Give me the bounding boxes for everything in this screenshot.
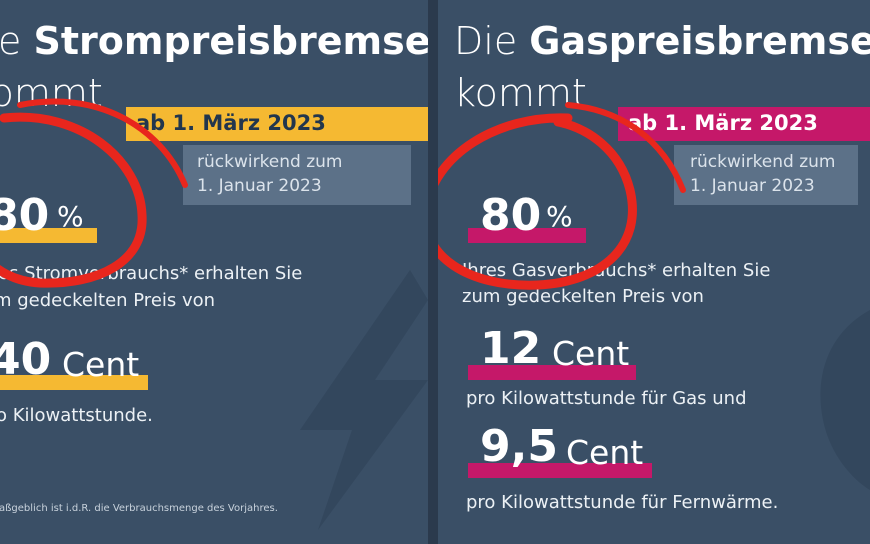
- flame-icon: [820, 310, 870, 490]
- strompreisbremse-panel: e Strompreisbremse kommt ab 1. März 2023…: [0, 0, 428, 544]
- gas-price1-desc: pro Kilowattstunde für Gas und: [466, 388, 747, 409]
- gas-title-line1: Die Gaspreisbremse: [454, 19, 870, 63]
- gas-price2-underline: [468, 463, 652, 478]
- gaspreisbremse-panel: Die Gaspreisbremse kommt ab 1. März 2023…: [438, 0, 870, 544]
- strom-percent-sign: %: [57, 200, 84, 233]
- gas-desc-line1: Ihres Gasverbrauchs* erhalten Sie: [462, 260, 771, 281]
- strom-price-underline: [0, 375, 148, 390]
- lightning-bolt-icon: [300, 270, 428, 530]
- gas-percent-sign: %: [546, 200, 573, 233]
- strom-desc-line1: es Stromverbrauchs* erhalten Sie: [0, 263, 303, 284]
- gas-title-line2: kommt: [454, 71, 587, 115]
- gas-date: ab 1. März 2023: [628, 111, 818, 135]
- gas-desc-line2: zum gedeckelten Preis von: [462, 286, 704, 307]
- gas-price1-underline: [468, 365, 636, 380]
- strom-retro-box: [183, 145, 411, 205]
- gas-price2-unit: Cent: [566, 433, 644, 472]
- gas-retro-line1: rückwirkend zum: [690, 152, 836, 172]
- strom-retro-line2: 1. Januar 2023: [197, 176, 322, 196]
- strom-date: ab 1. März 2023: [136, 111, 326, 135]
- strom-title-line2: kommt: [0, 71, 103, 115]
- strom-percent-value: 80: [0, 190, 50, 241]
- strom-retro-line1: rückwirkend zum: [197, 152, 343, 172]
- gas-retro-box: [674, 145, 858, 205]
- strom-title-line1: e Strompreisbremse: [0, 19, 428, 63]
- strom-footnote: aßgeblich ist i.d.R. die Verbrauchsmenge…: [0, 503, 278, 514]
- strom-price-unit: Cent: [62, 345, 140, 384]
- strom-price-value: 40: [0, 334, 52, 385]
- strom-price-desc: o Kilowattstunde.: [0, 405, 153, 426]
- gas-price2-value: 9,5: [480, 421, 558, 472]
- gas-price1-unit: Cent: [552, 334, 630, 373]
- gas-price2-desc: pro Kilowattstunde für Fernwärme.: [466, 492, 779, 513]
- gas-retro-line2: 1. Januar 2023: [690, 176, 815, 196]
- gas-price1-value: 12: [480, 323, 542, 374]
- strom-desc-line2: m gedeckelten Preis von: [0, 290, 216, 311]
- panel-divider: [428, 0, 438, 544]
- gas-percent-value: 80: [480, 190, 542, 241]
